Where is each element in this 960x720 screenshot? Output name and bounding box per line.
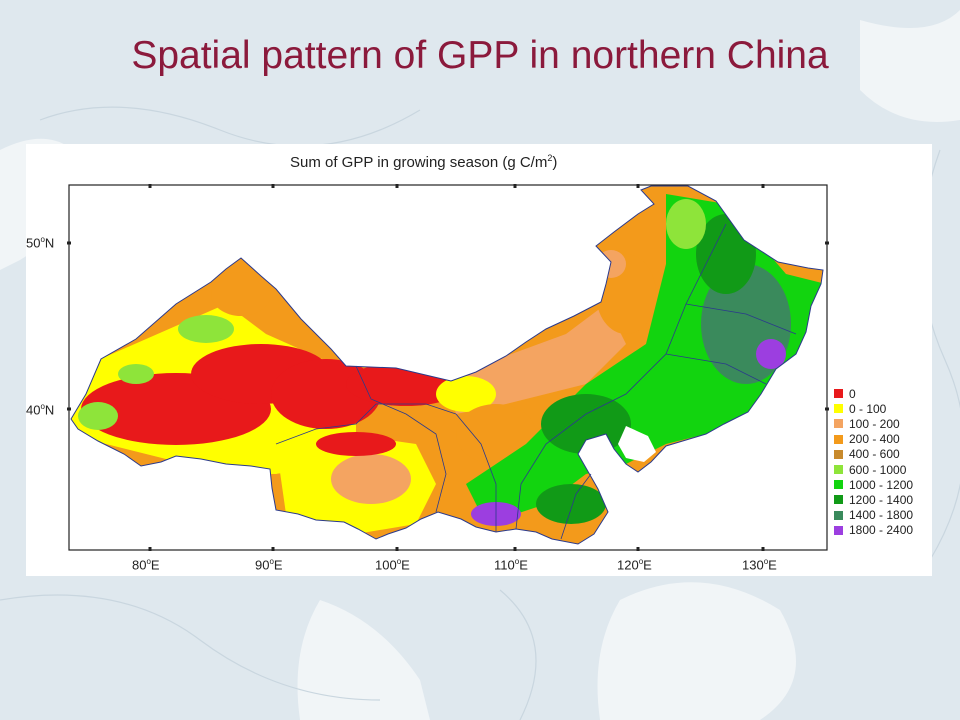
legend-swatch xyxy=(834,449,843,459)
legend-swatch xyxy=(834,510,843,520)
legend-label: 1800 - 2400 xyxy=(849,523,914,538)
legend-item: 1000 - 1200 xyxy=(834,477,913,492)
legend-swatch xyxy=(834,495,843,505)
legend-label: 600 - 1000 xyxy=(849,462,907,477)
legend-item: 100 - 200 xyxy=(834,416,913,431)
slide-title: Spatial pattern of GPP in northern China xyxy=(131,34,829,77)
lon-label-130e: 130oE xyxy=(742,557,777,573)
legend-label: 0 xyxy=(849,386,856,401)
legend-swatch xyxy=(834,525,843,535)
legend-label: 1400 - 1800 xyxy=(849,508,914,523)
legend-item: 1400 - 1800 xyxy=(834,508,913,523)
legend-label: 400 - 600 xyxy=(849,447,900,462)
legend-item: 1800 - 2400 xyxy=(834,523,913,538)
legend-item: 0 xyxy=(834,386,913,401)
gpp-map-figure: Sum of GPP in growing season (g C/m2) 50… xyxy=(26,144,932,576)
legend-label: 200 - 400 xyxy=(849,432,900,447)
province-boundaries xyxy=(275,223,797,540)
legend-swatch xyxy=(834,389,843,399)
legend-swatch xyxy=(834,434,843,444)
legend-item: 0 - 100 xyxy=(834,401,913,416)
lon-label-80e: 80oE xyxy=(132,557,160,573)
legend-label: 0 - 100 xyxy=(849,401,887,416)
legend-swatch xyxy=(834,465,843,475)
legend-item: 600 - 1000 xyxy=(834,462,913,477)
lat-label-40n: 40oN xyxy=(26,402,55,418)
legend-label: 100 - 200 xyxy=(849,416,900,431)
lon-label-120e: 120oE xyxy=(617,557,652,573)
frame-ticks xyxy=(67,184,829,551)
gpp-map xyxy=(67,184,829,551)
legend-label: 1000 - 1200 xyxy=(849,477,914,492)
lon-label-110e: 110oE xyxy=(494,557,528,573)
legend-label: 1200 - 1400 xyxy=(849,492,914,507)
gpp-legend: 0 0 - 100 100 - 200 200 - 400 400 - 600 … xyxy=(834,386,913,538)
legend-item: 400 - 600 xyxy=(834,447,913,462)
legend-item: 1200 - 1400 xyxy=(834,492,913,507)
lon-label-100e: 100oE xyxy=(375,557,410,573)
legend-swatch xyxy=(834,480,843,490)
lat-label-50n: 50oN xyxy=(26,235,55,251)
map-title: Sum of GPP in growing season (g C/m2) xyxy=(290,153,558,171)
legend-swatch xyxy=(834,404,843,414)
legend-item: 200 - 400 xyxy=(834,432,913,447)
legend-swatch xyxy=(834,419,843,429)
bohai-sea xyxy=(618,426,656,462)
lon-label-90e: 90oE xyxy=(255,557,283,573)
